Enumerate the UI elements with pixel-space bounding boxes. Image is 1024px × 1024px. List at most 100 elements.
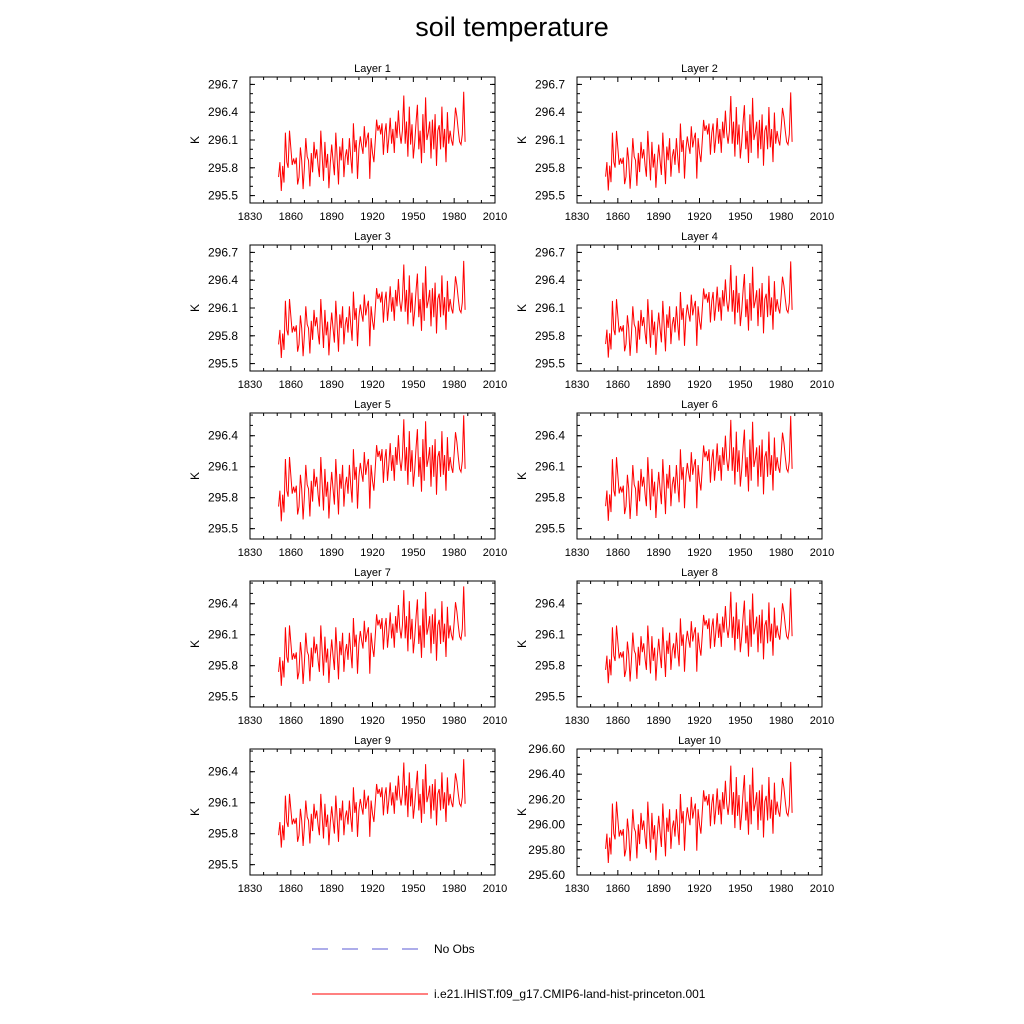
- y-tick-label: 296.4: [535, 429, 565, 443]
- panel-layer-5: Layer 5 1830 1860 1890 1920 1950 1980 2010 295.5…: [188, 399, 507, 559]
- panel-layer-2: Layer 2 1830 1860 1890 1920 1950 1980 2010 295.5…: [515, 63, 834, 223]
- x-tick-label: 1950: [401, 547, 425, 559]
- y-tick-label: 296.4: [208, 429, 238, 443]
- x-tick-label: 1980: [769, 715, 793, 727]
- y-tick-label: 295.5: [535, 189, 565, 203]
- y-tick-label: 296.4: [208, 105, 238, 119]
- y-tick-label: 295.5: [208, 522, 238, 536]
- y-tick-label: 295.8: [535, 491, 565, 505]
- panel-title: Layer 9: [354, 735, 391, 747]
- panel-layer-8: Layer 8 1830 1860 1890 1920 1950 1980 2010 295.5…: [515, 567, 834, 727]
- y-axis-label: K: [515, 136, 529, 144]
- y-tick-label: 296.1: [535, 133, 565, 147]
- x-tick-label: 1890: [646, 379, 670, 391]
- panel-title: Layer 8: [681, 567, 718, 579]
- x-tick-label: 1890: [646, 715, 670, 727]
- panel-layer-10: Layer 10 1830 1860 1890 1920 1950 1980 2010 295.…: [515, 735, 834, 895]
- x-tick-label: 1980: [442, 547, 466, 559]
- x-tick-label: 2010: [483, 715, 507, 727]
- x-tick-label: 1920: [360, 715, 384, 727]
- y-tick-label: 296.7: [535, 77, 565, 91]
- y-tick-label: 296.1: [535, 460, 565, 474]
- x-tick-label: 1830: [238, 883, 262, 895]
- panel-title: Layer 1: [354, 63, 391, 75]
- y-tick-label: 295.5: [535, 690, 565, 704]
- series-line: [278, 91, 466, 192]
- x-tick-label: 1920: [360, 547, 384, 559]
- x-tick-label: 1980: [442, 379, 466, 391]
- y-tick-label: 295.60: [528, 868, 565, 882]
- y-tick-label: 295.5: [208, 357, 238, 371]
- x-tick-label: 1920: [360, 379, 384, 391]
- x-tick-label: 1950: [401, 379, 425, 391]
- y-axis-label: K: [188, 808, 202, 816]
- plot-frame: [249, 76, 496, 204]
- x-tick-label: 1830: [238, 379, 262, 391]
- legend-obs-line: [312, 948, 418, 950]
- series-line: [605, 588, 793, 684]
- y-axis-label: K: [188, 472, 202, 480]
- x-tick-label: 1950: [728, 379, 752, 391]
- y-tick-label: 296.4: [535, 105, 565, 119]
- y-tick-label: 296.4: [208, 765, 238, 779]
- page-title: soil temperature: [415, 12, 609, 42]
- series-line: [605, 261, 793, 358]
- x-tick-label: 1980: [769, 379, 793, 391]
- y-tick-label: 296.7: [208, 245, 238, 259]
- x-tick-label: 1830: [565, 379, 589, 391]
- x-tick-label: 1860: [279, 883, 303, 895]
- legend-model-label: i.e21.IHIST.f09_g17.CMIP6-land-hist-prin…: [434, 987, 706, 1001]
- y-tick-label: 296.7: [535, 245, 565, 259]
- y-tick-label: 296.1: [208, 133, 238, 147]
- y-tick-label: 296.4: [535, 273, 565, 287]
- x-tick-label: 1980: [442, 211, 466, 223]
- y-tick-label: 295.5: [208, 858, 238, 872]
- x-tick-label: 1950: [728, 211, 752, 223]
- y-axis-label: K: [515, 640, 529, 648]
- x-tick-label: 1860: [279, 379, 303, 391]
- x-tick-label: 1830: [238, 715, 262, 727]
- y-tick-label: 296.00: [528, 818, 565, 832]
- y-tick-label: 296.4: [208, 597, 238, 611]
- y-tick-label: 295.8: [535, 659, 565, 673]
- panel-layer-4: Layer 4 1830 1860 1890 1920 1950 1980 2010 295.5…: [515, 231, 834, 391]
- x-tick-label: 1890: [646, 883, 670, 895]
- y-tick-label: 295.8: [208, 491, 238, 505]
- series-line: [278, 759, 466, 848]
- x-tick-label: 1830: [565, 547, 589, 559]
- x-tick-label: 2010: [483, 379, 507, 391]
- x-tick-label: 1860: [606, 883, 630, 895]
- x-tick-label: 1830: [565, 883, 589, 895]
- y-tick-label: 296.1: [208, 796, 238, 810]
- y-tick-label: 295.8: [535, 161, 565, 175]
- plot-frame: [576, 76, 823, 204]
- y-axis-label: K: [188, 304, 202, 312]
- x-tick-label: 1860: [606, 379, 630, 391]
- series-line: [278, 415, 466, 522]
- plot-frame: [576, 244, 823, 372]
- y-axis-label: K: [188, 640, 202, 648]
- x-tick-label: 1890: [646, 211, 670, 223]
- y-tick-label: 296.1: [535, 628, 565, 642]
- y-tick-label: 296.40: [528, 767, 565, 781]
- panel-layer-7: Layer 7 1830 1860 1890 1920 1950 1980 2010 295.5…: [188, 567, 507, 727]
- x-tick-label: 1890: [319, 547, 343, 559]
- series-line: [278, 586, 466, 686]
- x-tick-label: 1920: [687, 715, 711, 727]
- panel-title: Layer 6: [681, 399, 718, 411]
- x-tick-label: 1890: [319, 211, 343, 223]
- panel-title: Layer 10: [678, 735, 721, 747]
- x-tick-label: 1950: [728, 715, 752, 727]
- x-tick-label: 2010: [483, 883, 507, 895]
- x-tick-label: 1920: [360, 883, 384, 895]
- x-tick-label: 1860: [606, 211, 630, 223]
- x-tick-label: 1860: [279, 211, 303, 223]
- x-tick-label: 1950: [401, 211, 425, 223]
- panel-title: Layer 7: [354, 567, 391, 579]
- panel-title: Layer 4: [681, 231, 718, 243]
- y-tick-label: 296.1: [208, 628, 238, 642]
- x-tick-label: 1890: [319, 379, 343, 391]
- y-tick-label: 296.60: [528, 742, 565, 756]
- x-tick-label: 2010: [810, 379, 834, 391]
